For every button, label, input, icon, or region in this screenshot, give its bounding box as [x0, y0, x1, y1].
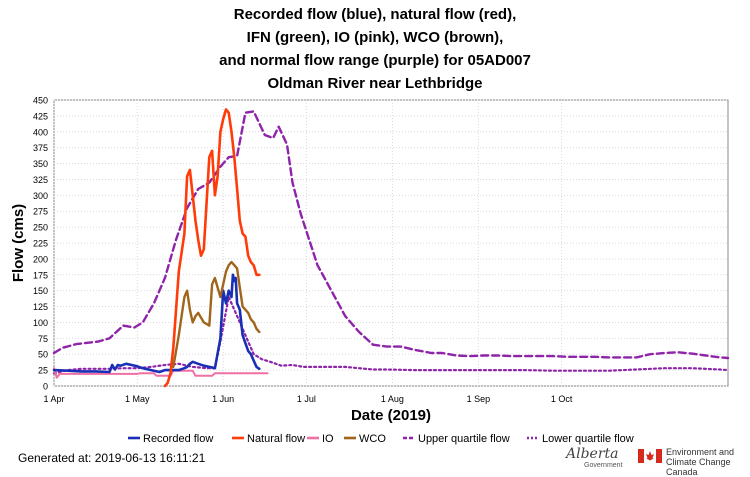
- x-tick-label: 1 Jul: [297, 394, 316, 404]
- chart-title-line-1: Recorded flow (blue), natural flow (red)…: [233, 6, 517, 23]
- alberta-logo-text: Alberta: [566, 446, 619, 462]
- y-tick-label: 450: [33, 96, 48, 106]
- y-tick-label: 300: [33, 191, 48, 201]
- y-tick-label: 75: [38, 334, 48, 344]
- y-tick-label: 350: [33, 159, 48, 169]
- y-tick-label: 200: [33, 254, 48, 264]
- y-tick-label: 400: [33, 127, 48, 137]
- y-tick-label: 250: [33, 223, 48, 233]
- y-tick-label: 175: [33, 270, 48, 280]
- chart-title-line-2: IFN (green), IO (pink), WCO (brown),: [246, 29, 504, 46]
- alberta-logo-subtext: Government: [584, 462, 623, 469]
- x-tick-label: 1 Aug: [381, 394, 404, 404]
- y-axis-title: Flow (cms): [10, 204, 27, 282]
- series-line-wco: [172, 260, 261, 369]
- y-tick-label: 225: [33, 239, 48, 249]
- eccc-line-2: Climate Change Canada: [666, 457, 731, 477]
- x-axis-title: Date (2019): [351, 407, 431, 424]
- chart-title-line-4: Oldman River near Lethbridge: [267, 75, 483, 92]
- x-tick-label: 1 Sep: [467, 394, 491, 404]
- series-line-natural-flow: [163, 108, 261, 388]
- series-line-lower-quartile-flow: [52, 295, 730, 375]
- series-line-upper-quartile-flow: [52, 110, 730, 360]
- canada-flag-icon: [638, 449, 662, 465]
- legend-label: Upper quartile flow: [418, 433, 510, 445]
- alberta-logo: Alberta Government: [566, 446, 623, 469]
- legend-label: IO: [322, 433, 334, 445]
- y-tick-label: 150: [33, 286, 48, 296]
- legend-label: WCO: [359, 433, 386, 445]
- eccc-line-1: Environment and: [666, 447, 735, 457]
- y-tick-label: 275: [33, 207, 48, 217]
- y-tick-label: 425: [33, 111, 48, 121]
- legend-label: Recorded flow: [143, 433, 213, 445]
- legend-label: Lower quartile flow: [542, 433, 634, 445]
- y-tick-label: 325: [33, 175, 48, 185]
- y-tick-label: 125: [33, 302, 48, 312]
- series-line-recorded-flow: [52, 273, 261, 374]
- x-tick-label: 1 Oct: [551, 394, 573, 404]
- x-tick-label: 1 May: [125, 394, 150, 404]
- generated-timestamp: Generated at: 2019-06-13 16:11:21: [18, 451, 206, 465]
- y-tick-label: 25: [38, 366, 48, 376]
- y-tick-label: 100: [33, 318, 48, 328]
- eccc-logo-text: Environment and Climate Change Canada: [666, 447, 750, 477]
- series-line-io: [53, 367, 269, 379]
- y-tick-label: 0: [43, 382, 48, 392]
- y-tick-label: 375: [33, 143, 48, 153]
- y-tick-label: 50: [38, 350, 48, 360]
- x-tick-label: 1 Apr: [43, 394, 64, 404]
- chart-title-line-3: and normal flow range (purple) for 05AD0…: [219, 52, 531, 69]
- x-tick-label: 1 Jun: [212, 394, 234, 404]
- legend-label: Natural flow: [247, 433, 305, 445]
